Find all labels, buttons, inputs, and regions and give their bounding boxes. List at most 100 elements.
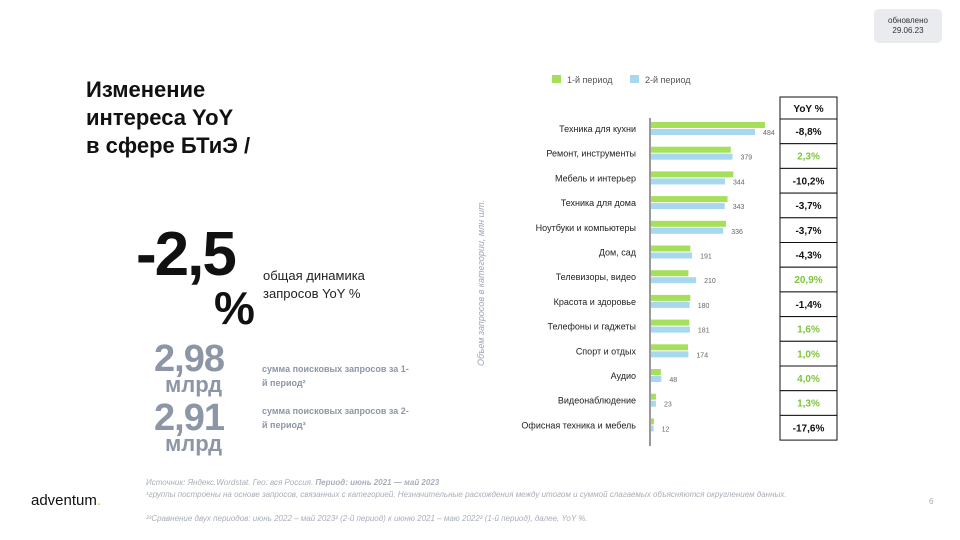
bar-period-2 <box>651 351 689 358</box>
bar-period-2 <box>651 400 656 407</box>
legend-swatch-period-2 <box>630 75 639 83</box>
category-label: Спорт и отдых <box>576 346 637 356</box>
page-title: Изменение интереса YoY в сфере БТиЭ / <box>86 76 250 160</box>
yoy-cell <box>779 192 838 219</box>
bar-period-2 <box>651 227 724 234</box>
headline-unit: % <box>214 282 255 334</box>
yoy-value: -1,4% <box>795 300 821 311</box>
bar-period-1 <box>651 220 727 227</box>
title-line-1: Изменение <box>86 77 206 102</box>
footer-source-prefix: Источник: Яндекс.Wordstat. Гео: вся Росс… <box>146 478 316 487</box>
yoy-cell <box>779 316 838 342</box>
updated-date: 29.06.23 <box>892 26 924 35</box>
bar-period-1 <box>651 122 765 128</box>
legend-label-period-2: 2-й период <box>645 75 691 85</box>
bar-period-2 <box>651 252 693 259</box>
yoy-value: -17,6% <box>793 423 825 434</box>
data-label-period-2: 23 <box>664 402 672 409</box>
footer-source: Источник: Яндекс.Wordstat. Гео: вся Росс… <box>146 478 866 488</box>
bar-period-1 <box>651 270 689 277</box>
data-label-period-2: 336 <box>731 229 743 236</box>
footer-note-1: ¹группы построены на основе запросов, св… <box>146 490 787 499</box>
yoy-header: YoY % <box>793 104 823 115</box>
legend-swatch-period-1 <box>552 75 561 83</box>
adventum-logo: adventum. <box>31 492 101 509</box>
page-number: 6 <box>929 497 934 506</box>
data-label-period-2: 344 <box>733 179 745 186</box>
bar-period-2 <box>651 376 662 382</box>
yoy-cell <box>779 217 838 244</box>
category-label: Телевизоры, видео <box>556 272 636 282</box>
yoy-value: -4,3% <box>795 251 821 262</box>
category-label: Ноутбуки и компьютеры <box>536 223 636 233</box>
yoy-cell <box>779 143 838 169</box>
yoy-value: 1,6% <box>797 325 820 336</box>
data-label-period-2: 48 <box>669 377 677 384</box>
data-label-period-2: 12 <box>662 426 670 433</box>
category-label: Техника для дома <box>561 198 636 208</box>
bar-period-1 <box>651 319 690 326</box>
yoy-value: -3,7% <box>795 201 821 212</box>
yoy-cell <box>779 340 838 367</box>
stat-period1-value: 2,98 <box>154 338 225 380</box>
title-line-2: интереса YoY <box>86 105 234 130</box>
data-label-period-2: 379 <box>740 155 752 162</box>
headline-description: общая динамика запросов YoY % <box>263 268 365 301</box>
yoy-cell <box>779 266 838 293</box>
yoy-value: 20,9% <box>794 275 822 286</box>
category-label: Ремонт, инструменты <box>546 149 636 159</box>
stat-period2-description: сумма поисковых запросов за 2-й период³ <box>262 406 409 430</box>
data-label-period-2: 343 <box>733 204 745 211</box>
footer-period: Период: июнь 2021 — май 2023 <box>315 478 440 487</box>
category-label: Видеонаблюдение <box>558 396 636 406</box>
axis-label-y: Объем запросов в категории, млн шт. <box>476 200 486 366</box>
bar-period-1 <box>651 146 731 153</box>
yoy-cell <box>779 390 838 416</box>
yoy-value: 2,3% <box>797 152 820 163</box>
category-label: Техника для кухни <box>559 124 636 134</box>
bar-period-1 <box>651 196 728 203</box>
data-label-period-2: 174 <box>696 352 708 359</box>
bar-period-1 <box>651 171 734 178</box>
bar-period-1 <box>651 369 661 375</box>
data-label-period-2: 181 <box>698 328 710 335</box>
footer-note-2: ²³Сравнение двух периодов: июнь 2022 – м… <box>146 514 588 523</box>
stat-period2-value: 2,91 <box>154 397 225 439</box>
bar-period-2 <box>651 277 697 284</box>
yoy-value: -10,2% <box>793 176 825 187</box>
bar-period-2 <box>651 425 654 432</box>
yoy-cell <box>779 365 838 392</box>
stat-period1-unit: млрд <box>165 372 223 397</box>
title-line-3: в сфере БТиЭ / <box>86 133 251 158</box>
yoy-value: -3,7% <box>795 226 821 237</box>
yoy-cell <box>779 414 838 441</box>
bar-period-2 <box>651 301 690 308</box>
data-label-period-2: 191 <box>700 254 712 261</box>
yoy-value: 1,0% <box>797 349 820 360</box>
bar-period-2 <box>651 129 756 135</box>
data-label-period-2: 180 <box>698 303 710 310</box>
yoy-cell <box>779 242 838 268</box>
yoy-value: 4,0% <box>797 374 820 385</box>
logo-text: adventum <box>31 492 97 509</box>
bar-period-2 <box>651 203 725 210</box>
bar-period-2 <box>651 326 690 333</box>
category-label: Дом, сад <box>599 248 637 258</box>
stat-period1-description: сумма поисковых запросов за 1-й период² <box>262 364 409 388</box>
stat-period2-unit: млрд <box>165 431 223 456</box>
bar-period-2 <box>651 178 725 185</box>
updated-badge: обновлено 29.06.23 <box>874 9 942 43</box>
yoy-value: 1,3% <box>797 399 820 410</box>
bar-period-1 <box>651 294 691 301</box>
bar-period-1 <box>651 344 688 351</box>
bar-period-1 <box>651 393 656 400</box>
category-label: Офисная техника и мебель <box>521 420 636 430</box>
logo-dot: . <box>96 492 102 509</box>
bar-period-1 <box>651 418 655 425</box>
data-label-period-2: 484 <box>763 130 775 137</box>
bar-period-2 <box>651 153 733 160</box>
category-label: Аудио <box>611 371 636 381</box>
bar-period-1 <box>651 245 691 252</box>
legend-label-period-1: 1-й период <box>567 75 613 85</box>
